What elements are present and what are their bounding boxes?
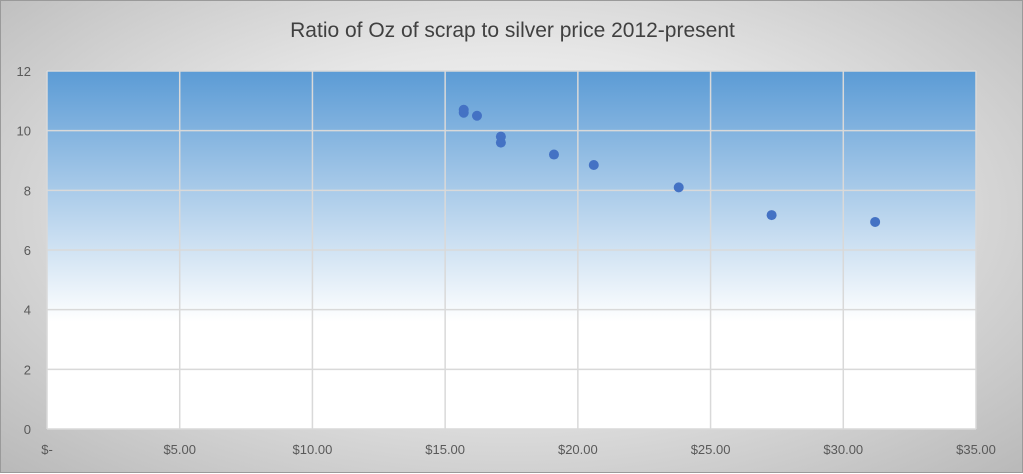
y-tick-label: 8 bbox=[24, 183, 31, 198]
data-point bbox=[870, 216, 881, 227]
x-tick-label: $35.00 bbox=[956, 442, 996, 457]
data-point bbox=[588, 159, 599, 170]
x-tick-label: $30.00 bbox=[823, 442, 863, 457]
y-tick-label: 12 bbox=[17, 64, 31, 79]
data-point bbox=[495, 137, 506, 148]
x-tick-label: $20.00 bbox=[558, 442, 598, 457]
x-tick-label: $10.00 bbox=[293, 442, 333, 457]
y-tick-label: 0 bbox=[24, 422, 31, 437]
data-point bbox=[471, 110, 482, 121]
x-tick-label: $15.00 bbox=[425, 442, 465, 457]
y-tick-label: 4 bbox=[24, 303, 31, 318]
data-point bbox=[766, 210, 777, 221]
y-tick-label: 10 bbox=[17, 124, 31, 139]
data-point bbox=[548, 149, 559, 160]
x-tick-label: $- bbox=[41, 442, 53, 457]
x-tick-label: $5.00 bbox=[163, 442, 196, 457]
y-tick-label: 2 bbox=[24, 362, 31, 377]
data-point bbox=[673, 182, 684, 193]
y-tick-label: 6 bbox=[24, 243, 31, 258]
data-point bbox=[458, 107, 469, 118]
chart-title: Ratio of Oz of scrap to silver price 201… bbox=[290, 19, 735, 42]
x-tick-label: $25.00 bbox=[691, 442, 731, 457]
